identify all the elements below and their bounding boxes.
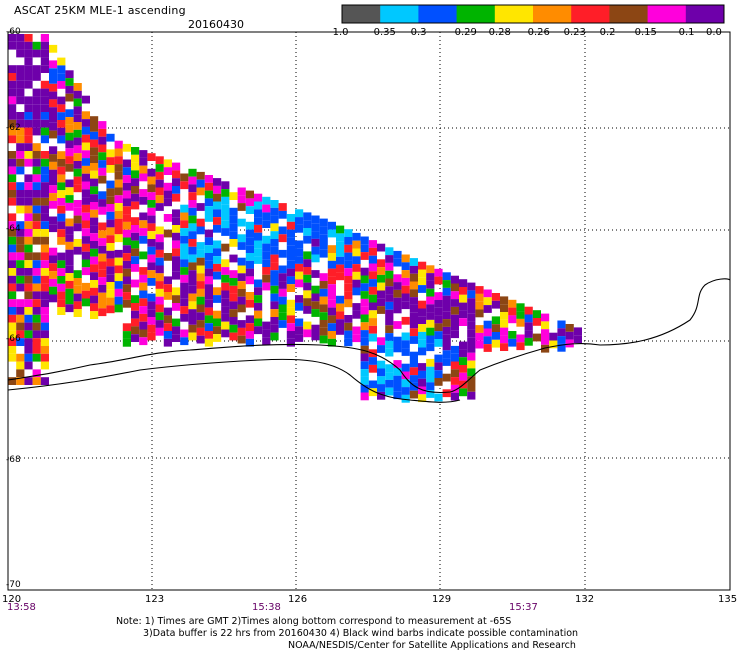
legend-swatch [418,5,458,23]
time-label: 15:38 [252,602,281,613]
lon-label: 129 [432,594,452,605]
lat-label: -64 [6,224,21,234]
lon-label: 126 [288,594,308,605]
legend-swatch [685,5,725,23]
map-date: 20160430 [188,18,244,31]
mle-cells [8,34,582,403]
legend-swatch [571,5,610,23]
lat-label: -62 [6,123,21,133]
color-legend [341,4,725,24]
time-label: 15:37 [509,602,538,613]
legend-swatch [647,5,687,23]
map-title: ASCAT 25KM MLE-1 ascending [14,4,186,17]
lat-label: -70 [6,580,21,590]
legend-swatch [456,5,496,23]
coastline [7,358,461,403]
note-line-2: 3)Data buffer is 22 hrs from 20160430 4)… [143,628,579,639]
lon-label: 123 [145,594,165,605]
note-line-3: NOAA/NESDIS/Center for Satellite Applica… [288,640,576,651]
lon-label: 132 [575,594,595,605]
legend-swatch [380,5,419,23]
legend-swatch [494,5,534,23]
lat-label: -60 [6,27,21,37]
lon-label: 120 [2,594,22,605]
lat-label: -68 [6,455,21,465]
legend-swatch [533,5,572,23]
time-label: 13:58 [7,602,36,613]
coastline [7,278,731,394]
legend-swatch [609,5,649,23]
lat-label: -66 [6,334,21,344]
legend-swatch [342,5,381,23]
lon-label: 135 [718,594,738,605]
note-line-1: Note: 1) Times are GMT 2)Times along bot… [116,616,512,627]
